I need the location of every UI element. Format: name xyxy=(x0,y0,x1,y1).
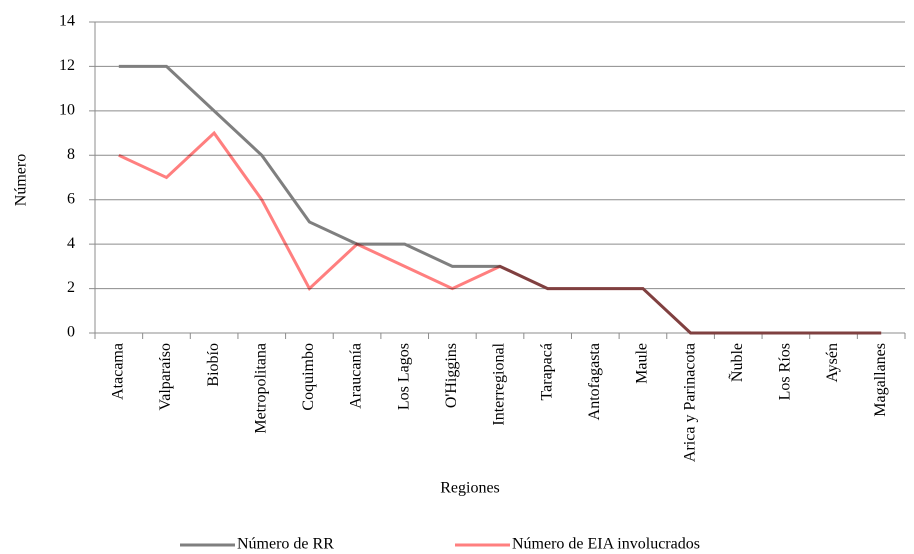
x-tick-label: Arica y Parinacota xyxy=(681,343,698,462)
x-tick-label: Interregional xyxy=(491,342,508,425)
x-tick-label: O'Higgins xyxy=(443,343,460,408)
x-tick-label: Los Lagos xyxy=(395,343,412,410)
x-tick-label: Araucanía xyxy=(348,343,365,409)
x-tick-label: Magallanes xyxy=(872,343,889,417)
x-tick-label: Maule xyxy=(634,343,651,384)
y-tick-label: 2 xyxy=(67,279,75,296)
y-tick-label: 0 xyxy=(67,324,75,341)
x-tick-label: Metropolitana xyxy=(252,343,269,434)
x-axis-label: Regiones xyxy=(440,480,500,497)
y-tick-label: 8 xyxy=(67,146,75,163)
x-tick-label: Coquimbo xyxy=(300,343,317,411)
x-tick-label: Tarapacá xyxy=(538,343,555,401)
legend-label: Número de RR xyxy=(237,536,334,553)
legend-label: Número de EIA involucrados xyxy=(512,536,700,553)
x-tick-label: Ñuble xyxy=(728,343,746,382)
x-tick-label: Aysén xyxy=(824,343,841,382)
y-axis-label: Número xyxy=(13,154,30,206)
y-tick-label: 10 xyxy=(59,102,75,119)
x-tick-label: Valparaíso xyxy=(157,343,174,411)
y-tick-label: 4 xyxy=(67,235,75,252)
series-line xyxy=(118,130,882,335)
x-tick-label: Los Ríos xyxy=(777,343,794,400)
y-tick-label: 6 xyxy=(67,190,75,207)
x-tick-label: Antofagasta xyxy=(586,343,603,420)
x-tick-label: Biobío xyxy=(205,343,222,387)
y-tick-label: 14 xyxy=(59,13,75,30)
x-tick-label: Atacama xyxy=(109,343,126,400)
y-tick-label: 12 xyxy=(59,57,75,74)
